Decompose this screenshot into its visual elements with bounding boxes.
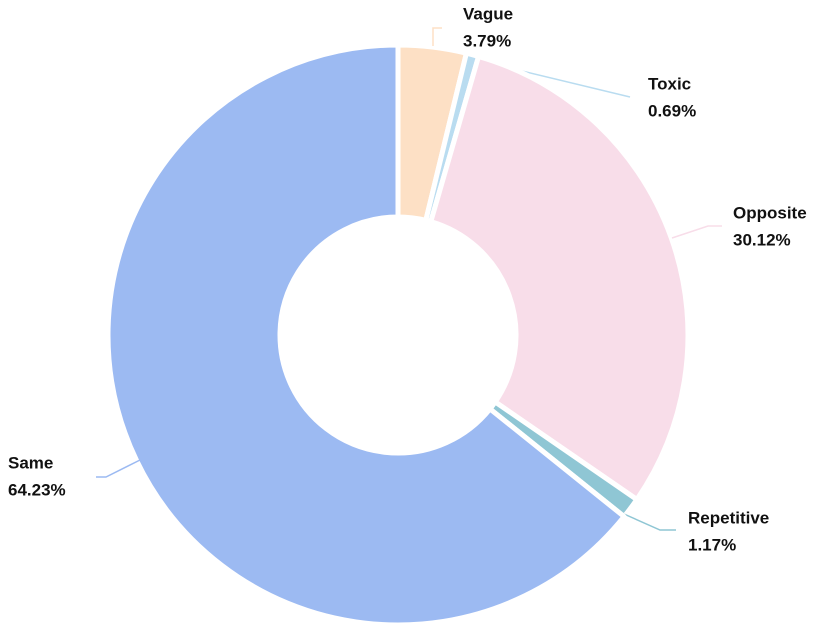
slice-value-label: 1.17% [688, 535, 736, 554]
leader-line [671, 225, 722, 239]
slice-label: Vague [463, 4, 513, 23]
slice-value-label: 0.69% [648, 101, 696, 120]
slice-label: Toxic [648, 74, 691, 93]
slice-value-label: 30.12% [733, 230, 791, 249]
slice-label: Repetitive [688, 508, 769, 527]
slice-label: Opposite [733, 203, 807, 222]
slice-value-label: 64.23% [8, 480, 66, 499]
leader-line [96, 459, 141, 478]
leader-line [623, 513, 676, 531]
donut-slice [428, 53, 691, 503]
donut-slice [105, 42, 627, 628]
slice-value-label: 3.79% [463, 31, 511, 50]
slice-label: Same [8, 453, 53, 472]
leader-line [432, 27, 442, 46]
